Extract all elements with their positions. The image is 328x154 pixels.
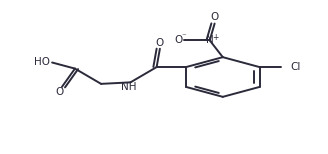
- Text: HO: HO: [34, 57, 50, 67]
- Text: +: +: [213, 33, 219, 42]
- Text: Cl: Cl: [290, 62, 300, 72]
- Text: O: O: [211, 12, 219, 22]
- Text: ⁻: ⁻: [181, 32, 186, 41]
- Text: N: N: [206, 35, 214, 45]
- Text: NH: NH: [121, 82, 137, 92]
- Text: O: O: [156, 38, 164, 48]
- Text: O: O: [55, 87, 63, 97]
- Text: O: O: [174, 35, 183, 45]
